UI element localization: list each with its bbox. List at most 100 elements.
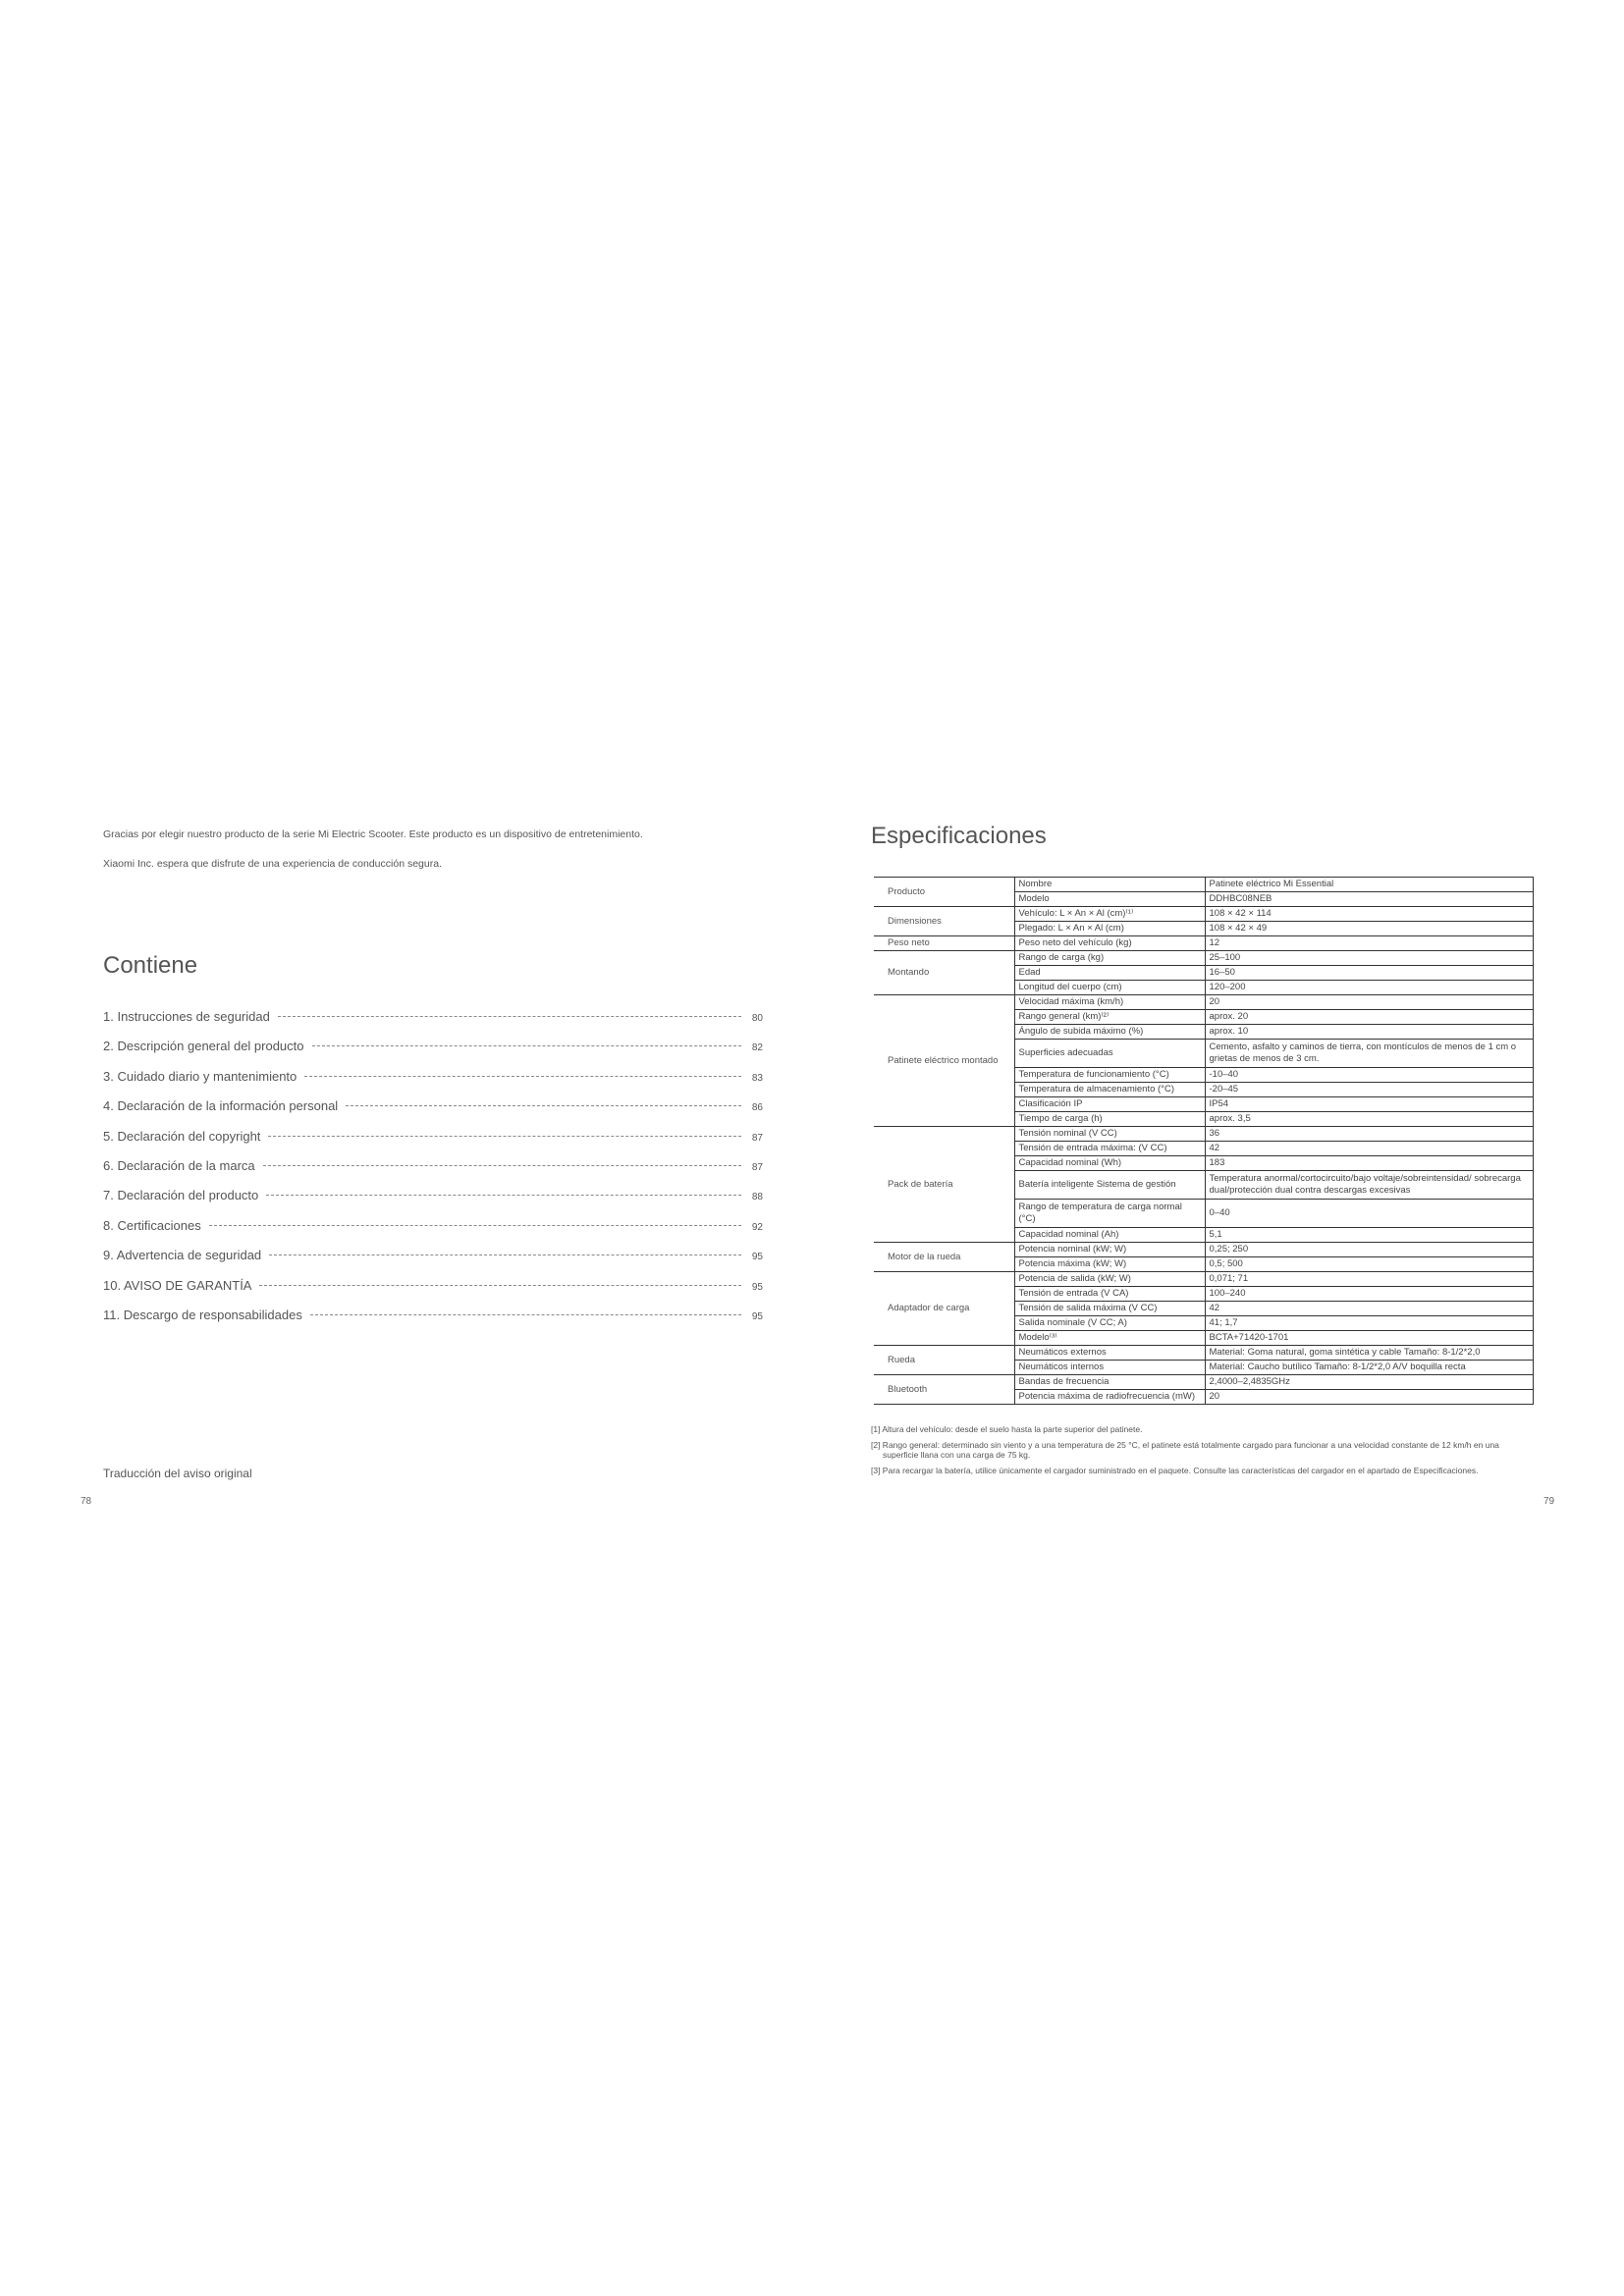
toc-item-label: 2. Descripción general del producto — [103, 1039, 304, 1054]
spec-value: 41; 1,7 — [1204, 1315, 1534, 1331]
footnote: [1] Altura del vehículo: desde el suelo … — [871, 1424, 1143, 1434]
toc-item[interactable]: 10. AVISO DE GARANTÍA 95 — [103, 1278, 763, 1293]
spec-value: IP54 — [1204, 1096, 1534, 1112]
toc-leader — [277, 1016, 741, 1017]
spec-row: Longitud del cuerpo (cm) 120–200 — [874, 980, 1534, 995]
toc-item-label: 1. Instrucciones de seguridad — [103, 1009, 270, 1024]
toc-item-label: 7. Declaración del producto — [103, 1188, 259, 1203]
spec-row: Producto Nombre Patinete eléctrico Mi Esse… — [874, 877, 1534, 907]
toc-item[interactable]: 7. Declaración del producto 88 — [103, 1188, 763, 1202]
toc-leader — [266, 1195, 741, 1197]
spec-value: 0,071; 71 — [1204, 1271, 1534, 1287]
spec-key: Rango de carga (kg) — [1013, 950, 1206, 966]
toc-item[interactable]: 2. Descripción general del producto 82 — [103, 1039, 763, 1053]
toc-item-page: 87 — [751, 1162, 763, 1173]
spec-group: Pack de batería — [874, 1126, 1015, 1243]
spec-value: 20 — [1204, 994, 1534, 1010]
toc-item[interactable]: 6. Declaración de la marca 87 — [103, 1158, 763, 1173]
spec-key: Temperatura de almacenamiento (°C) — [1013, 1082, 1206, 1097]
toc-item-label: 11. Descargo de responsabilidades — [103, 1308, 302, 1322]
spec-row: Potencia máxima de radiofrecuencia (mW) 2… — [874, 1389, 1534, 1405]
page-number-right: 79 — [1543, 1496, 1555, 1507]
spec-row: Tensión de salida máxima (V CC) 42 — [874, 1301, 1534, 1316]
toc-item[interactable]: 5. Declaración del copyright 87 — [103, 1129, 763, 1144]
spec-row: Bluetooth Bandas de frecuencia 2,4000–2,48… — [874, 1374, 1534, 1405]
spec-value: 108 × 42 × 49 — [1204, 921, 1534, 936]
spec-key: Neumáticos externos — [1013, 1345, 1206, 1361]
toc-item[interactable]: 1. Instrucciones de seguridad 80 — [103, 1009, 763, 1024]
toc-leader — [259, 1284, 741, 1286]
footnote: [3] Para recargar la batería, utilice ún… — [871, 1466, 1479, 1475]
spec-key: Neumáticos internos — [1013, 1360, 1206, 1375]
spec-key: Superficies adecuadas — [1013, 1039, 1206, 1068]
toc-item-page: 80 — [751, 1013, 763, 1024]
spec-value: Cemento, asfalto y caminos de tierra, co… — [1204, 1039, 1534, 1068]
spec-key: Modelo⁽³⁾ — [1013, 1330, 1206, 1346]
spec-value: 183 — [1204, 1155, 1534, 1171]
spec-row: Capacidad nominal (Ah) 5,1 — [874, 1227, 1534, 1243]
spec-key: Modelo — [1013, 891, 1206, 907]
toc-item[interactable]: 4. Declaración de la información persona… — [103, 1098, 763, 1113]
toc-item-page: 88 — [751, 1192, 763, 1203]
toc-leader — [309, 1314, 741, 1315]
spec-value: BCTA+71420-1701 — [1204, 1330, 1534, 1346]
toc-item-label: 6. Declaración de la marca — [103, 1158, 255, 1173]
spec-key: Rango de temperatura de carga normal (°C… — [1013, 1199, 1206, 1228]
toc-item[interactable]: 9. Advertencia de seguridad 95 — [103, 1248, 763, 1262]
spec-row: Rango de temperatura de carga normal (°C… — [874, 1199, 1534, 1228]
spec-row: Clasificación IP IP54 — [874, 1096, 1534, 1112]
spec-row: Superficies adecuadas Cemento, asfalto y … — [874, 1039, 1534, 1068]
spec-value: 108 × 42 × 114 — [1204, 906, 1534, 922]
toc-item-label: 5. Declaración del copyright — [103, 1128, 261, 1144]
spec-key: Clasificación IP — [1013, 1096, 1206, 1112]
toc-title: Contiene — [103, 952, 198, 979]
toc-item[interactable]: 8. Certificaciones 92 — [103, 1218, 763, 1233]
spec-key: Velocidad máxima (km/h) — [1013, 994, 1206, 1010]
spec-value: 0–40 — [1204, 1199, 1534, 1228]
toc-item-label: 8. Certificaciones — [103, 1217, 201, 1233]
spec-value: aprox. 3,5 — [1204, 1111, 1534, 1127]
toc-item-page: 95 — [751, 1252, 763, 1263]
spec-key: Potencia nominal (kW; W) — [1013, 1242, 1206, 1257]
spec-group: Patinete eléctrico montado — [874, 994, 1015, 1127]
footnotes: [1] Altura del vehículo: desde el suelo … — [871, 1424, 1531, 1481]
spec-value: 100–240 — [1204, 1286, 1534, 1302]
spec-value: -10–40 — [1204, 1067, 1534, 1083]
spec-key: Capacidad nominal (Ah) — [1013, 1227, 1206, 1243]
spec-key: Ángulo de subida máximo (%) — [1013, 1024, 1206, 1040]
toc-item-page: 82 — [751, 1042, 763, 1054]
toc-leader — [208, 1224, 741, 1226]
spec-key: Peso neto del vehículo (kg) — [1013, 935, 1206, 951]
toc-item-label: 10. AVISO DE GARANTÍA — [103, 1277, 252, 1293]
page-number-left: 78 — [81, 1496, 92, 1507]
spec-row: Modelo DDHBC08NEB — [874, 891, 1534, 907]
spec-value: aprox. 20 — [1204, 1009, 1534, 1025]
spec-value: 36 — [1204, 1126, 1534, 1142]
spec-row: Rueda Neumáticos externos Material: Goma n… — [874, 1345, 1534, 1375]
spec-key: Tiempo de carga (h) — [1013, 1111, 1206, 1127]
spec-key: Potencia de salida (kW; W) — [1013, 1271, 1206, 1287]
toc-leader — [346, 1105, 741, 1107]
toc-item[interactable]: 11. Descargo de responsabilidades 95 — [103, 1308, 763, 1322]
spec-key: Salida nominale (V CC; A) — [1013, 1315, 1206, 1331]
spec-key: Rango general (km)⁽²⁾ — [1013, 1009, 1206, 1025]
intro-line-2: Xiaomi Inc. espera que disfrute de una e… — [103, 858, 442, 870]
spec-value: 42 — [1204, 1141, 1534, 1156]
spec-row: Pack de batería Tensión nominal (V CC) 36 — [874, 1126, 1534, 1243]
spec-value: Patinete eléctrico Mi Essential — [1204, 877, 1534, 892]
spec-key: Tensión de entrada máxima: (V CC) — [1013, 1141, 1206, 1156]
spec-key: Temperatura de funcionamiento (°C) — [1013, 1067, 1206, 1083]
footnote: [2] Rango general: determinado sin vient… — [871, 1440, 1499, 1460]
toc-item-label: 4. Declaración de la información persona… — [103, 1098, 339, 1114]
spec-key: Tensión de salida máxima (V CC) — [1013, 1301, 1206, 1316]
specs-table: Producto Nombre Patinete eléctrico Mi Esse… — [874, 877, 1534, 1405]
spec-group: Adaptador de carga — [874, 1271, 1015, 1346]
toc-item[interactable]: 3. Cuidado diario y mantenimiento 83 — [103, 1069, 763, 1084]
spec-key: Batería inteligente Sistema de gestión — [1013, 1170, 1206, 1200]
toc-item-page: 95 — [751, 1311, 763, 1322]
spec-group: Motor de la rueda — [874, 1242, 1015, 1272]
spec-row: Adaptador de carga Potencia de salida (kW… — [874, 1271, 1534, 1346]
spec-key: Potencia máxima (kW; W) — [1013, 1256, 1206, 1272]
toc-leader — [268, 1135, 741, 1137]
spec-group: Peso neto — [874, 935, 1015, 951]
